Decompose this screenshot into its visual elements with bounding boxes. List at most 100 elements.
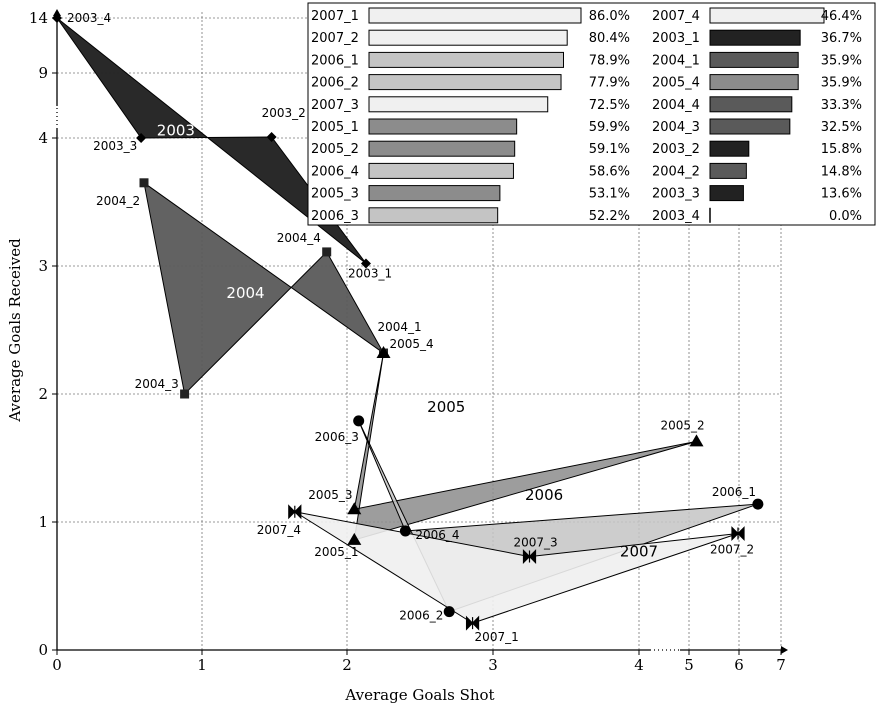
legend-value-2004_4: 33.3% — [821, 98, 862, 113]
polygon-label-2005: 2005 — [427, 398, 465, 416]
x-axis-title: Average Goals Shot — [344, 686, 494, 704]
y-tick-label: 9 — [38, 64, 48, 82]
x-axis-arrow — [781, 646, 788, 654]
legend-label-2005_2: 2005_2 — [311, 142, 359, 157]
legend-label-2003_3: 2003_3 — [652, 187, 700, 202]
marker-2004_4 — [322, 247, 332, 257]
legend-bar-2004_2 — [709, 162, 747, 179]
y-tick-label: 0 — [38, 641, 48, 659]
legend-value-2007_2: 80.4% — [589, 31, 630, 46]
legend-bar-2007_1 — [368, 7, 582, 24]
y-axis-title: Average Goals Received — [6, 238, 24, 423]
legend-value-2005_2: 59.1% — [589, 142, 630, 157]
legend-label-2007_2: 2007_2 — [311, 31, 359, 46]
legend-label-2006_1: 2006_1 — [311, 53, 359, 68]
legend-bar-2004_4 — [709, 96, 793, 113]
marker-2006_4 — [399, 525, 411, 537]
legend-value-2007_3: 72.5% — [589, 98, 630, 113]
point-label-2003_4: 2003_4 — [67, 11, 111, 25]
legend-label-2006_4: 2006_4 — [311, 164, 359, 179]
x-tick-label: 5 — [684, 656, 694, 674]
point-label-2007_3: 2007_3 — [514, 536, 558, 550]
legend-bar-2005_4 — [709, 74, 799, 91]
marker-2005_4 — [376, 346, 391, 359]
legend-value-2003_2: 15.8% — [821, 142, 862, 157]
legend-label-2004_2: 2004_2 — [652, 164, 700, 179]
point-label-2005_4: 2005_4 — [390, 337, 434, 351]
legend-bar-2005_3 — [368, 185, 501, 202]
legend-value-2005_4: 35.9% — [821, 76, 862, 91]
point-label-2006_1: 2006_1 — [712, 485, 756, 499]
point-label-2005_3: 2005_3 — [308, 488, 352, 502]
marker-2003_4 — [52, 13, 62, 23]
legend-bar-2004_3 — [709, 118, 791, 135]
legend-value-2006_3: 52.2% — [589, 209, 630, 224]
point-label-2005_1: 2005_1 — [314, 545, 358, 559]
x-tick-label: 4 — [634, 656, 644, 674]
legend-label-2007_3: 2007_3 — [311, 98, 359, 113]
x-tick-label: 6 — [734, 656, 744, 674]
marker-2007_4 — [288, 504, 302, 520]
point-label-2003_1: 2003_1 — [348, 266, 392, 280]
legend-value-2006_4: 58.6% — [589, 164, 630, 179]
legend-bar-2006_4 — [368, 162, 514, 179]
marker-2006_2 — [443, 606, 455, 618]
legend-value-2007_1: 86.0% — [589, 9, 630, 24]
group-polygons — [56, 17, 759, 624]
legend-value-2006_1: 78.9% — [589, 53, 630, 68]
y-tick-label: 14 — [29, 9, 48, 27]
marker-2005_3 — [347, 502, 362, 515]
y-tick-label: 1 — [38, 513, 48, 531]
legend-label-2003_2: 2003_2 — [652, 142, 700, 157]
point-label-2007_4: 2007_4 — [257, 523, 301, 537]
legend-label-2006_2: 2006_2 — [311, 76, 359, 91]
y-tick-label: 2 — [38, 385, 48, 403]
legend-bar-2005_1 — [368, 118, 518, 135]
legend-label-2005_1: 2005_1 — [311, 120, 359, 135]
axes: 0 1 2 3 4 5 6 7 0 1 2 3 4 9 14 — [29, 9, 788, 674]
legend-value-2004_1: 35.9% — [821, 53, 862, 68]
legend-value-2006_2: 77.9% — [589, 76, 630, 91]
point-label-2007_2: 2007_2 — [710, 543, 754, 557]
point-label-2004_1: 2004_1 — [378, 320, 422, 334]
legend-label-2004_3: 2004_3 — [652, 120, 700, 135]
point-label-2003_3: 2003_3 — [93, 139, 137, 153]
marker-2004_3 — [180, 389, 190, 399]
x-tick-label: 0 — [52, 656, 62, 674]
point-label-2004_4: 2004_4 — [277, 231, 321, 245]
legend-label-2003_1: 2003_1 — [652, 31, 700, 46]
marker-2006_1 — [752, 498, 764, 510]
legend-value-2003_1: 36.7% — [821, 31, 862, 46]
legend-label-2006_3: 2006_3 — [311, 209, 359, 224]
marker-2006_3 — [353, 415, 365, 427]
legend-bar-2006_3 — [368, 207, 499, 224]
legend-bar-2006_2 — [368, 74, 562, 91]
legend-bar-2003_1 — [709, 29, 801, 46]
marker-2007_1 — [465, 615, 480, 631]
x-tick-label: 1 — [197, 656, 207, 674]
legend-value-2003_3: 13.6% — [821, 187, 862, 202]
legend-label-2004_4: 2004_4 — [652, 98, 700, 113]
legend-value-2005_1: 59.9% — [589, 120, 630, 135]
legend-bar-2007_2 — [368, 29, 568, 46]
legend-bar-2004_1 — [709, 51, 799, 68]
marker-2004_2 — [139, 178, 149, 188]
polygon-label-2004: 2004 — [226, 284, 264, 302]
polygon-label-2003: 2003 — [157, 121, 195, 139]
legend-label-2003_4: 2003_4 — [652, 209, 700, 224]
marker-2005_1 — [347, 532, 362, 545]
legend-bar-2003_2 — [709, 140, 750, 157]
point-label-2006_4: 2006_4 — [415, 528, 459, 542]
legend-bar-2003_3 — [709, 185, 744, 202]
point-markers — [52, 13, 764, 631]
marker-2003_3 — [136, 133, 147, 143]
point-label-2005_2: 2005_2 — [661, 418, 705, 432]
legend-label-2007_1: 2007_1 — [311, 9, 359, 24]
x-tick-label: 7 — [776, 656, 786, 674]
point-label-2004_3: 2004_3 — [135, 377, 179, 391]
marker-2007_3 — [522, 549, 537, 565]
point-label-2004_2: 2004_2 — [96, 194, 140, 208]
legend-value-2003_4: 0.0% — [829, 209, 862, 224]
polygon-label-2007: 2007 — [620, 543, 658, 561]
marker-2005_2 — [689, 434, 704, 447]
